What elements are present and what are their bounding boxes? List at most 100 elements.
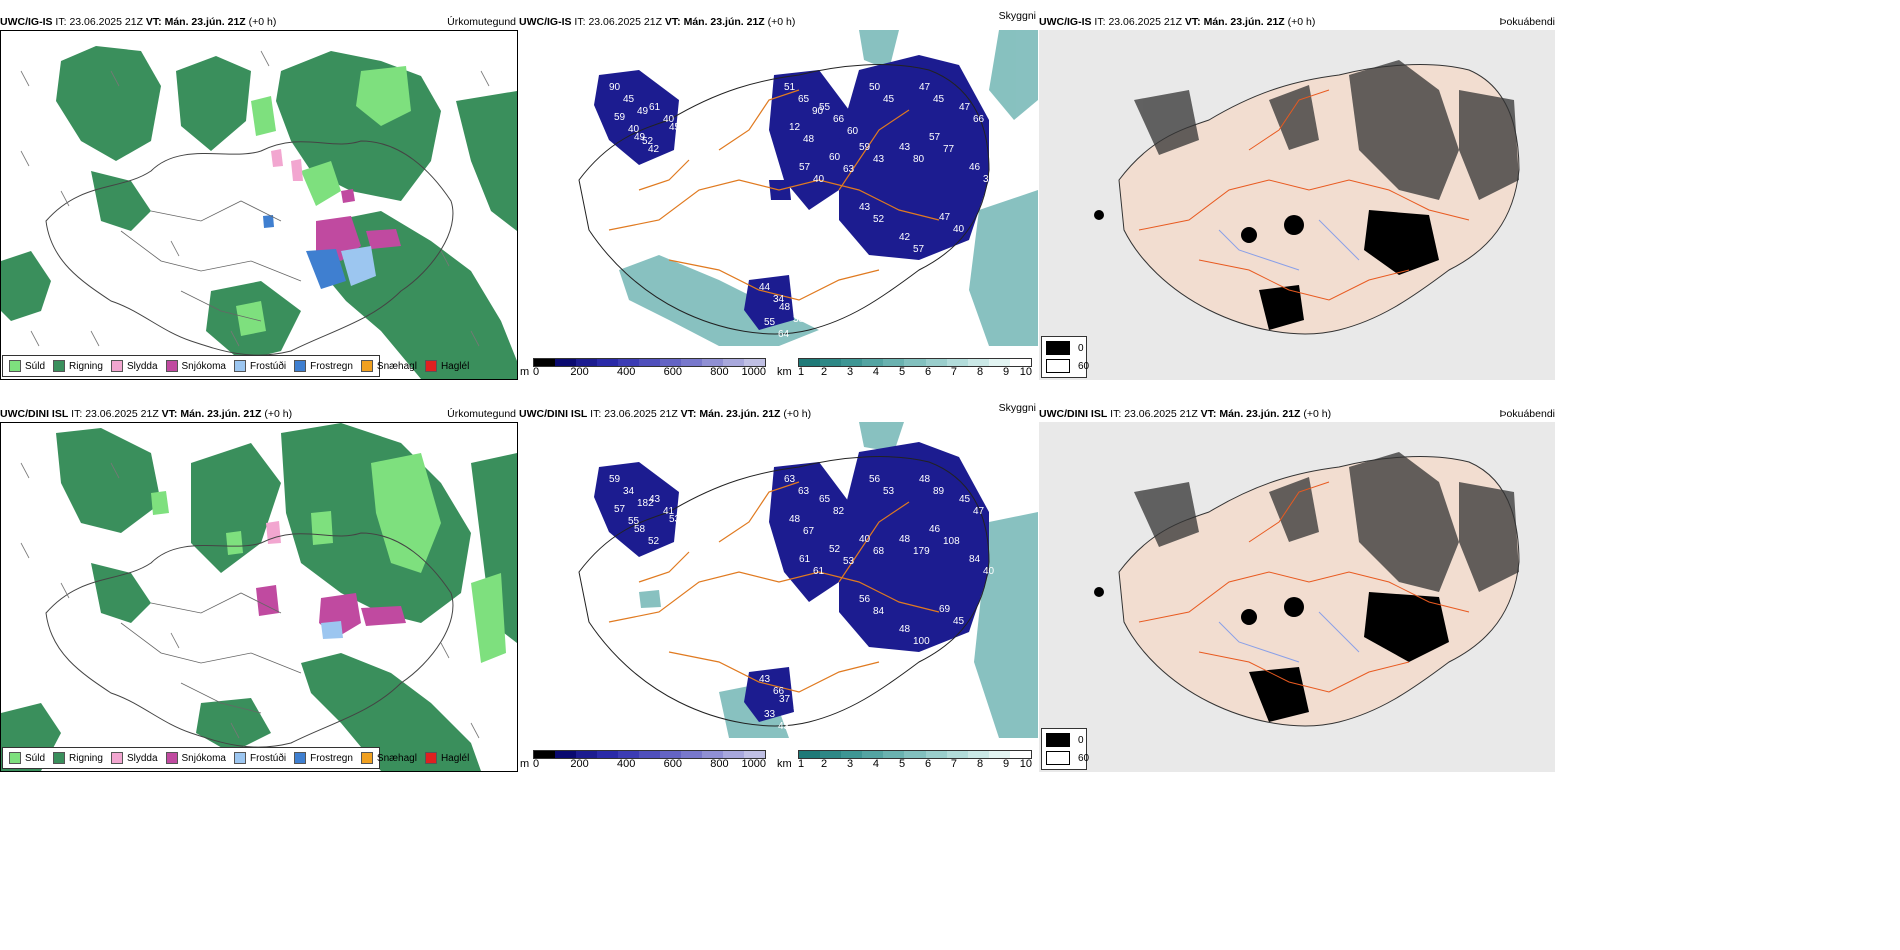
legend-swatch xyxy=(294,752,307,764)
ceiling-value-label: 40 xyxy=(813,174,825,185)
ceiling-value-label: 57 xyxy=(929,132,941,143)
legend-swatch xyxy=(9,360,21,372)
precip-legend: Súld Rigning Slydda Snjókoma Frostúði Fr… xyxy=(2,747,469,769)
legend-item: Rigning xyxy=(53,752,103,764)
ceiling-value-label: 179 xyxy=(913,546,930,557)
ceiling-value-label: 65 xyxy=(798,94,810,105)
fog-index-map[interactable]: 0 60 xyxy=(1039,422,1555,772)
panel-header: UWC/IG-IS IT: 23.06.2025 21Z VT: Mán. 23… xyxy=(1039,14,1900,30)
ceiling-value-label: 49 xyxy=(634,132,646,143)
legend-label: Súld xyxy=(25,752,46,764)
precip-type-map[interactable]: Súld Rigning Slydda Snjókoma Frostúði Fr… xyxy=(0,30,518,380)
vt-time: Mán. 23.jún. 21Z xyxy=(1219,408,1301,420)
colorbar-tick-label: 10 xyxy=(1019,758,1032,770)
vt-label: VT: xyxy=(664,16,681,28)
ceiling-value-label: 53 xyxy=(669,514,681,525)
visibility-ceiling-map[interactable]: 90 61 45 49 59 51 55 60 57 12 50 47 47 46 47 42 43 59 43 57… xyxy=(519,30,1038,346)
fog-legend-item: 60 xyxy=(1046,751,1089,765)
colorbar-tick-label: 400 xyxy=(617,366,636,378)
colorbar-tick-label: 8 xyxy=(976,366,984,378)
visibility-colorbar: km 1 2 3 4 5 6 7 8 9 10 xyxy=(776,748,1038,772)
colorbar-tick-label: 3 xyxy=(846,366,854,378)
ceiling-value-label: 60 xyxy=(847,126,859,137)
ceiling-value-label: 37 xyxy=(779,694,791,705)
it-label: IT: xyxy=(71,408,83,420)
ceiling-value-label: 65 xyxy=(819,494,831,505)
colorbar-segment xyxy=(618,751,639,758)
ceiling-value-label: 46 xyxy=(969,162,981,173)
colorbar-segment xyxy=(841,751,863,758)
colorbar-segment xyxy=(534,751,555,758)
fog-legend-swatch xyxy=(1046,751,1070,765)
legend-item: Slydda xyxy=(110,360,158,372)
ceiling-value-label: 43 xyxy=(899,142,911,153)
ceiling-value-label: 42 xyxy=(899,232,911,243)
visibility-ceiling-map[interactable]: 59 43 53 58 57 63 65 52 61 48 56 48 45 84 69 48 56 40 48 46… xyxy=(519,422,1038,738)
ceiling-value-label: 66 xyxy=(773,686,785,697)
visibility-colorbar: km 1 2 3 4 5 6 7 8 9 10 xyxy=(776,356,1038,380)
visibility-ticks: 1 2 3 4 5 6 7 8 9 10 xyxy=(798,758,1032,770)
colorbar-segment xyxy=(534,359,555,366)
legend-item: Frostúði xyxy=(233,752,286,764)
fog-index-map[interactable]: 0 60 xyxy=(1039,30,1555,380)
legend-item: Súld xyxy=(9,360,45,372)
ceiling-value-label: 41 xyxy=(697,146,709,157)
panel-title: Úrkomutegund xyxy=(447,16,516,28)
vt-time: Mán. 23.jún. 21Z xyxy=(699,408,781,420)
colorbar-tick-label: 0 xyxy=(533,366,540,378)
model-name: UWC/IG-IS xyxy=(0,16,53,28)
precip-type-map[interactable]: Súld Rigning Slydda Snjókoma Frostúði Fr… xyxy=(0,422,518,772)
ceiling-value-label: 48 xyxy=(789,514,801,525)
ceiling-value-label: 84 xyxy=(969,554,981,565)
colorbar-segment xyxy=(555,359,576,366)
ceiling-value-label: 45 xyxy=(883,94,895,105)
legend-label: Haglél xyxy=(440,752,470,764)
row-1-precip-panel: UWC/IG-IS IT: 23.06.2025 21Z VT: Mán. 23… xyxy=(0,14,518,380)
ceiling-value-label: 43 xyxy=(649,494,661,505)
ceiling-value-label: 64 xyxy=(778,329,790,340)
ceiling-value-label: 69 xyxy=(683,134,695,145)
vt-label: VT: xyxy=(1184,16,1201,28)
ceiling-value-label: 67 xyxy=(803,526,815,537)
colorbar-segment xyxy=(967,751,989,758)
legend-swatch xyxy=(360,360,373,372)
ceiling-value-label: 39 xyxy=(793,706,805,717)
ceiling-value-label: 38 xyxy=(677,126,689,137)
legend-item: Snjókoma xyxy=(165,360,226,372)
colorbar-segment xyxy=(744,751,765,758)
legend-item: Súld xyxy=(9,752,45,764)
colorbar-segment xyxy=(618,359,639,366)
colorbar-segment xyxy=(946,359,968,366)
ceiling-value-label: 84 xyxy=(873,606,885,617)
ceiling-value-label: 33 xyxy=(764,709,776,720)
ceiling-colorbar-bar xyxy=(533,358,766,367)
ceiling-value-label: 48 xyxy=(919,474,931,485)
it-time: 23.06.2025 21Z xyxy=(588,16,662,28)
ceiling-value-label: 90 xyxy=(812,106,824,117)
colorbar-segment xyxy=(988,359,1010,366)
ceiling-value-label: 80 xyxy=(913,154,925,165)
colorbar-segment xyxy=(799,751,821,758)
it-time: 23.06.2025 21Z xyxy=(1124,408,1198,420)
visibility-colorbar-bar xyxy=(798,750,1032,759)
colorbar-segment xyxy=(1009,751,1032,758)
ceiling-value-label: 58 xyxy=(634,524,646,535)
ceiling-value-label: 34 xyxy=(623,486,635,497)
ceiling-value-label: 40 xyxy=(953,224,965,235)
ceiling-value-label: 43 xyxy=(859,202,871,213)
ceiling-value-labels: 59 43 53 58 57 63 65 52 61 48 56 48 45 84 69 48 56 40 48 46… xyxy=(609,474,995,732)
it-time: 23.06.2025 21Z xyxy=(69,16,143,28)
ceiling-value-label: 59 xyxy=(614,112,626,123)
ceiling-value-label: 59 xyxy=(609,474,621,485)
ceiling-value-label: 47 xyxy=(959,102,971,113)
colorbar-segment xyxy=(967,359,989,366)
ceiling-value-label: 41 xyxy=(663,506,675,517)
ceiling-value-label: 52 xyxy=(873,214,885,225)
ceiling-value-label: 61 xyxy=(799,554,811,565)
colorbar-tick-label: 8 xyxy=(976,758,984,770)
ceiling-value-label: 61 xyxy=(649,102,661,113)
colorbar-segment xyxy=(597,751,618,758)
colorbar-segment xyxy=(841,359,863,366)
model-name: UWC/IG-IS xyxy=(1039,16,1092,28)
colorbar-tick-label: 4 xyxy=(872,758,880,770)
